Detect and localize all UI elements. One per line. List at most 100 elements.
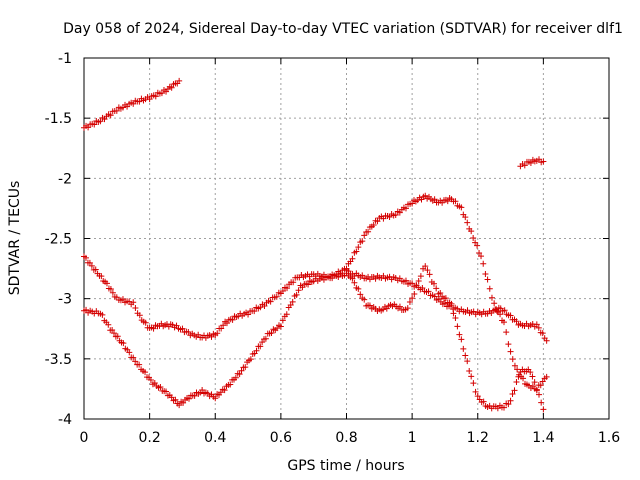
data-point bbox=[540, 406, 547, 413]
data-point bbox=[426, 271, 433, 278]
data-point bbox=[422, 263, 429, 270]
y-axis-label: SDTVAR / TECUs bbox=[7, 181, 23, 296]
data-point bbox=[126, 349, 133, 356]
data-point bbox=[220, 322, 227, 329]
series-track-b bbox=[81, 253, 550, 344]
data-point bbox=[251, 308, 258, 315]
data-point bbox=[514, 366, 521, 373]
data-point bbox=[478, 253, 485, 260]
y-tick-label: -1.5 bbox=[45, 111, 72, 127]
data-point bbox=[180, 399, 187, 406]
data-point bbox=[279, 317, 286, 324]
data-point bbox=[359, 272, 366, 279]
data-point bbox=[417, 273, 424, 280]
data-point bbox=[527, 159, 534, 166]
data-point bbox=[413, 282, 420, 289]
data-point bbox=[261, 302, 268, 309]
x-tick-label: 0.2 bbox=[138, 430, 160, 446]
data-point bbox=[462, 214, 469, 221]
data-point bbox=[85, 124, 92, 131]
data-point bbox=[107, 285, 114, 292]
data-point bbox=[536, 156, 542, 163]
data-point bbox=[132, 305, 139, 312]
y-tick-label: -4 bbox=[58, 412, 72, 428]
data-point bbox=[176, 402, 183, 409]
data-point bbox=[103, 280, 110, 287]
data-point bbox=[374, 218, 381, 225]
data-point bbox=[425, 288, 432, 295]
data-point bbox=[113, 107, 120, 114]
data-point bbox=[454, 323, 461, 330]
data-point bbox=[482, 271, 489, 278]
series-track-d bbox=[343, 263, 547, 413]
series-track-e bbox=[517, 156, 547, 170]
data-point bbox=[97, 118, 104, 125]
data-point bbox=[409, 295, 416, 302]
data-point bbox=[431, 280, 437, 287]
series-track-a bbox=[81, 77, 183, 131]
data-point bbox=[540, 158, 547, 165]
data-point bbox=[507, 348, 514, 355]
x-tick-label: 1.6 bbox=[598, 430, 620, 446]
data-point bbox=[349, 275, 356, 282]
x-tick-label: 1.4 bbox=[532, 430, 554, 446]
data-point bbox=[433, 285, 440, 292]
data-point bbox=[533, 387, 540, 394]
data-point bbox=[223, 320, 230, 327]
data-point bbox=[511, 362, 518, 369]
data-point bbox=[299, 284, 306, 291]
data-point bbox=[98, 273, 105, 280]
data-point bbox=[142, 369, 149, 376]
data-point bbox=[468, 228, 475, 235]
data-point bbox=[214, 330, 221, 337]
data-point bbox=[91, 121, 98, 128]
data-point bbox=[538, 399, 545, 406]
data-point bbox=[273, 293, 280, 300]
data-point bbox=[327, 275, 334, 282]
data-point bbox=[365, 228, 372, 235]
data-point bbox=[476, 250, 483, 257]
data-point bbox=[486, 285, 493, 292]
data-point bbox=[111, 330, 117, 337]
data-point bbox=[411, 290, 418, 297]
data-point bbox=[168, 84, 175, 91]
data-point bbox=[472, 388, 479, 395]
data-point bbox=[448, 300, 455, 307]
data-point bbox=[452, 315, 459, 322]
data-point bbox=[191, 392, 198, 399]
data-point bbox=[136, 312, 143, 319]
data-point bbox=[349, 255, 356, 262]
data-point bbox=[535, 324, 542, 331]
data-point bbox=[491, 300, 498, 307]
y-tick-label: -2.5 bbox=[45, 232, 72, 248]
data-point bbox=[283, 311, 290, 318]
data-point bbox=[402, 277, 409, 284]
data-point bbox=[442, 295, 449, 302]
ticks: 0 0.2 0.4 0.6 0.8 1 1.2 1.4 1.6 -4 -3.5 -3 -2.5 -2 -1.… bbox=[45, 51, 621, 446]
data-point bbox=[505, 401, 512, 408]
x-tick-label: 0.4 bbox=[204, 430, 226, 446]
data-point bbox=[507, 312, 514, 319]
data-point bbox=[357, 291, 364, 298]
data-point bbox=[513, 318, 520, 325]
data-point bbox=[470, 234, 477, 241]
data-point bbox=[136, 98, 143, 105]
data-point bbox=[218, 325, 225, 332]
data-point bbox=[287, 301, 294, 308]
data-point bbox=[186, 395, 192, 402]
data-point bbox=[468, 373, 475, 380]
data-point bbox=[460, 345, 467, 352]
data-point bbox=[497, 311, 504, 318]
data-point bbox=[458, 336, 465, 343]
data-point bbox=[386, 214, 393, 221]
data-point bbox=[355, 244, 362, 251]
data-point bbox=[245, 311, 252, 318]
data-point bbox=[441, 300, 448, 307]
data-point bbox=[444, 198, 451, 205]
data-point bbox=[396, 209, 403, 216]
chart-title: Day 058 of 2024, Sidereal Day-to-day VTE… bbox=[63, 21, 623, 37]
data-point bbox=[462, 352, 469, 359]
data-point bbox=[366, 302, 373, 309]
data-point bbox=[505, 341, 512, 348]
y-tick-label: -3 bbox=[58, 292, 72, 308]
